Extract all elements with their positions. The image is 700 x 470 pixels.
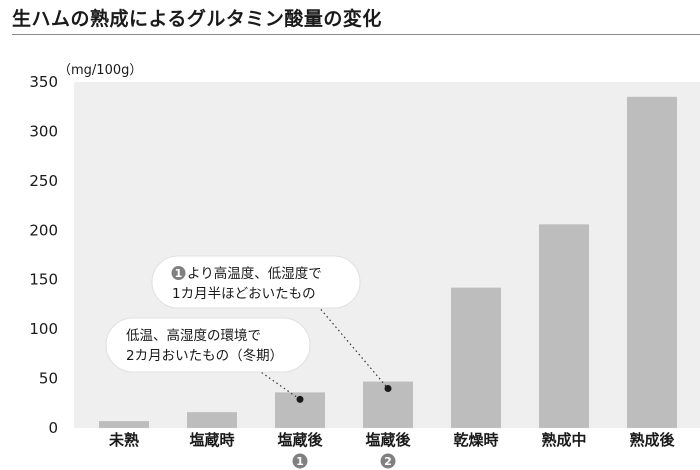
y-tick-label: 100 [29,320,58,338]
x-tick-label: 熟成中 [541,431,586,449]
annotation-target-dot [384,385,392,393]
category-badge-number: 2 [384,455,392,468]
annotation-badge-circle [171,266,186,280]
annotation-text-line: 1カ月半ほどおいたもの [172,286,316,302]
y-tick-label: 0 [48,419,58,437]
bar [539,224,589,428]
x-tick-label: 熟成後 [629,431,675,449]
x-tick-label: 塩蔵後 [365,431,411,449]
annotation-bubble [151,255,361,309]
title-divider [12,34,700,35]
x-tick-label: 塩蔵時 [189,431,234,449]
y-tick-label: 150 [29,271,58,289]
y-tick-label: 50 [39,370,58,388]
y-tick-label: 300 [29,122,58,140]
category-badge-circle [380,453,396,469]
annotation-text-line: 2カ月おいたもの（冬期） [126,348,283,364]
chart-title: 生ハムの熟成によるグルタミン酸量の変化 [12,8,382,30]
bar [99,421,149,428]
y-tick-label: 200 [29,221,58,239]
annotation-text-line: より高温度、低湿度で [187,265,322,282]
y-tick-label: 350 [29,73,58,91]
bar [627,96,677,428]
x-tick-label: 乾燥時 [453,431,498,449]
annotation-target-dot [296,395,304,403]
y-tick-label: 250 [29,172,58,190]
annotation-badge-number: 1 [175,267,183,280]
y-unit-label: （mg/100g） [58,63,142,78]
annotation-text-line: 低温、高湿度の環境で [126,327,261,344]
annotation-leader-line [317,305,389,389]
bar [451,287,501,428]
category-badge-number: 1 [296,455,304,468]
x-tick-label: 塩蔵後 [277,431,323,449]
category-badge-circle [292,453,308,469]
x-tick-label: 未熟 [108,431,139,449]
plot-background [74,82,700,428]
bar [187,412,237,428]
annotation-bubble [105,317,311,373]
